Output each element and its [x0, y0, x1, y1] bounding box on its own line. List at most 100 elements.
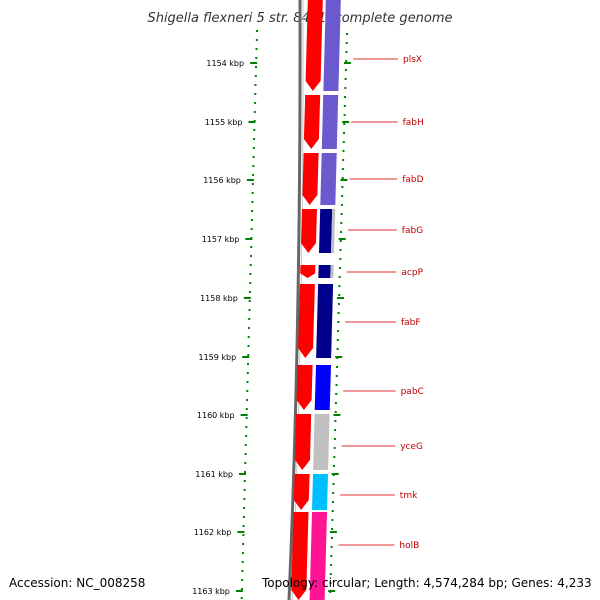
scale-labels: 1154 kbp 1155 kbp 1156 kbp 1157 kbp 1158 kbp…: [192, 59, 351, 596]
minor-tick: [340, 213, 343, 215]
category-track: [309, 0, 341, 600]
minor-tick: [332, 492, 335, 494]
minor-tick: [331, 519, 334, 521]
minor-tick: [336, 339, 339, 341]
category-block: [319, 209, 333, 253]
minor-tick: [334, 411, 337, 413]
minor-tick: [253, 138, 256, 140]
minor-tick: [249, 291, 251, 293]
minor-tick: [245, 426, 248, 428]
category-spacer: [331, 209, 336, 253]
minor-tick: [343, 132, 345, 134]
minor-tick: [252, 156, 255, 158]
category-block: [320, 153, 337, 205]
minor-tick: [338, 285, 341, 287]
minor-tick: [255, 48, 258, 50]
category-block: [318, 265, 331, 278]
minor-tick: [337, 303, 340, 305]
minor-tick: [241, 579, 244, 581]
minor-tick: [340, 204, 343, 206]
scale-label: 1155 kbp: [205, 118, 243, 127]
minor-tick: [246, 372, 249, 374]
cds-arrow: [303, 95, 321, 149]
minor-tick: [242, 525, 245, 527]
minor-tick: [243, 480, 246, 482]
cds-arrow: [293, 474, 310, 510]
minor-tick: [252, 165, 255, 167]
minor-tick: [244, 462, 247, 464]
cds-arrow: [305, 0, 323, 91]
minor-tick: [336, 366, 338, 368]
minor-tick: [248, 318, 251, 320]
minor-tick: [256, 30, 258, 32]
category-block: [314, 365, 331, 410]
minor-tick: [333, 456, 336, 458]
category-block: [323, 0, 341, 91]
cds-arrow: [295, 414, 312, 470]
minor-tick: [345, 60, 348, 62]
minor-tick: [331, 510, 334, 512]
cds-track: [291, 0, 323, 600]
minor-tick: [334, 429, 337, 431]
scale-label: 1161 kbp: [195, 470, 233, 479]
cds-arrow: [298, 284, 315, 358]
minor-tick: [333, 465, 335, 467]
gene-label-fabH: fabH: [403, 118, 424, 128]
minor-tick: [344, 87, 347, 89]
major-tick: [242, 356, 250, 358]
minor-tick: [335, 375, 338, 377]
major-tick: [331, 473, 339, 475]
minor-tick: [340, 231, 343, 233]
major-tick: [235, 590, 243, 592]
gene-label-yceG: yceG: [400, 442, 423, 452]
accession-label: Accession: NC_008258: [9, 576, 145, 590]
minor-tick: [337, 330, 340, 332]
minor-tick: [253, 129, 256, 131]
category-block: [312, 474, 328, 510]
minor-tick: [330, 537, 333, 539]
minor-tick: [346, 33, 348, 35]
scale-label: 1160 kbp: [197, 411, 235, 420]
minor-tick: [333, 447, 336, 449]
minor-tick: [341, 177, 344, 179]
minor-tick: [250, 228, 253, 230]
minor-tick: [244, 471, 247, 473]
minor-tick: [245, 417, 248, 419]
minor-tick: [343, 114, 346, 116]
major-tick: [342, 121, 350, 123]
minor-tick: [248, 309, 251, 311]
backbone-line: [287, 0, 302, 600]
minor-tick: [247, 345, 250, 347]
minor-tick: [255, 57, 258, 59]
scale-label: 1157 kbp: [202, 235, 240, 244]
minor-tick: [339, 249, 342, 251]
minor-tick: [253, 111, 256, 113]
minor-tick: [343, 123, 346, 125]
gene-label-pabC: pabC: [401, 387, 424, 397]
scale-ticks: [240, 30, 348, 599]
minor-tick: [254, 84, 257, 86]
minor-tick: [249, 282, 252, 284]
minor-tick: [344, 78, 347, 80]
minor-tick: [334, 420, 337, 422]
minor-tick: [242, 543, 245, 545]
minor-tick: [246, 381, 249, 383]
gene-label-fabF: fabF: [401, 318, 421, 328]
minor-tick: [329, 582, 332, 584]
minor-tick: [345, 42, 348, 44]
minor-tick: [332, 501, 334, 503]
category-block: [316, 284, 334, 358]
category-spacer: [330, 265, 334, 278]
gene-labels: plsX fabH fabD fabG acpP fabF pabC yceG tmk holB: [338, 55, 424, 551]
cds-arrow: [296, 365, 313, 410]
minor-tick: [341, 168, 344, 170]
major-tick: [338, 238, 346, 240]
gene-label-fabG: fabG: [402, 226, 423, 236]
category-block: [313, 414, 330, 470]
minor-tick: [251, 183, 254, 185]
minor-tick: [341, 186, 344, 188]
minor-tick: [250, 246, 253, 248]
minor-tick: [255, 39, 258, 41]
minor-tick: [334, 402, 337, 404]
minor-tick: [241, 552, 244, 554]
